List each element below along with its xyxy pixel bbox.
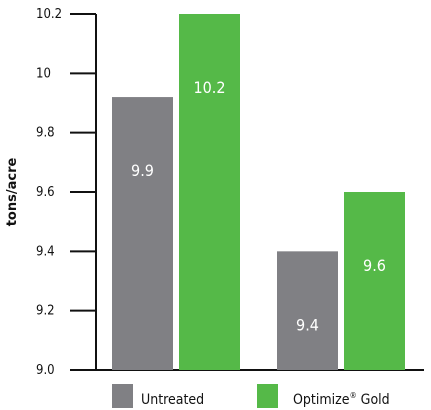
bar [179, 14, 240, 370]
bar-value-label: 9.6 [363, 256, 386, 275]
y-tick-label: 9.0 [36, 363, 55, 378]
bars [112, 14, 405, 371]
y-tick-label: 9.4 [36, 244, 55, 259]
legend-label: Untreated [141, 392, 204, 408]
y-axis-label: tons/acre [5, 158, 20, 227]
legend-swatch [112, 384, 133, 408]
bar-value-label: 10.2 [193, 78, 225, 97]
bar-value-label: 9.9 [131, 161, 154, 180]
legend-label: Optimize® Gold [293, 391, 390, 408]
y-tick-label: 9.8 [36, 126, 55, 141]
legend: Untreated Optimize® Gold [112, 384, 390, 408]
y-tick-label: 9.2 [36, 304, 55, 319]
y-tick-label: 9.6 [36, 185, 55, 200]
bar [344, 192, 405, 370]
y-tick-label: 10.2 [36, 7, 62, 22]
y-tick-label: 10 [36, 66, 51, 81]
bar-value-label: 9.4 [296, 315, 319, 334]
bar [277, 251, 338, 370]
legend-swatch [257, 384, 278, 408]
bar [112, 97, 173, 371]
data-labels: 9.9 10.2 9.4 9.6 [131, 78, 386, 334]
